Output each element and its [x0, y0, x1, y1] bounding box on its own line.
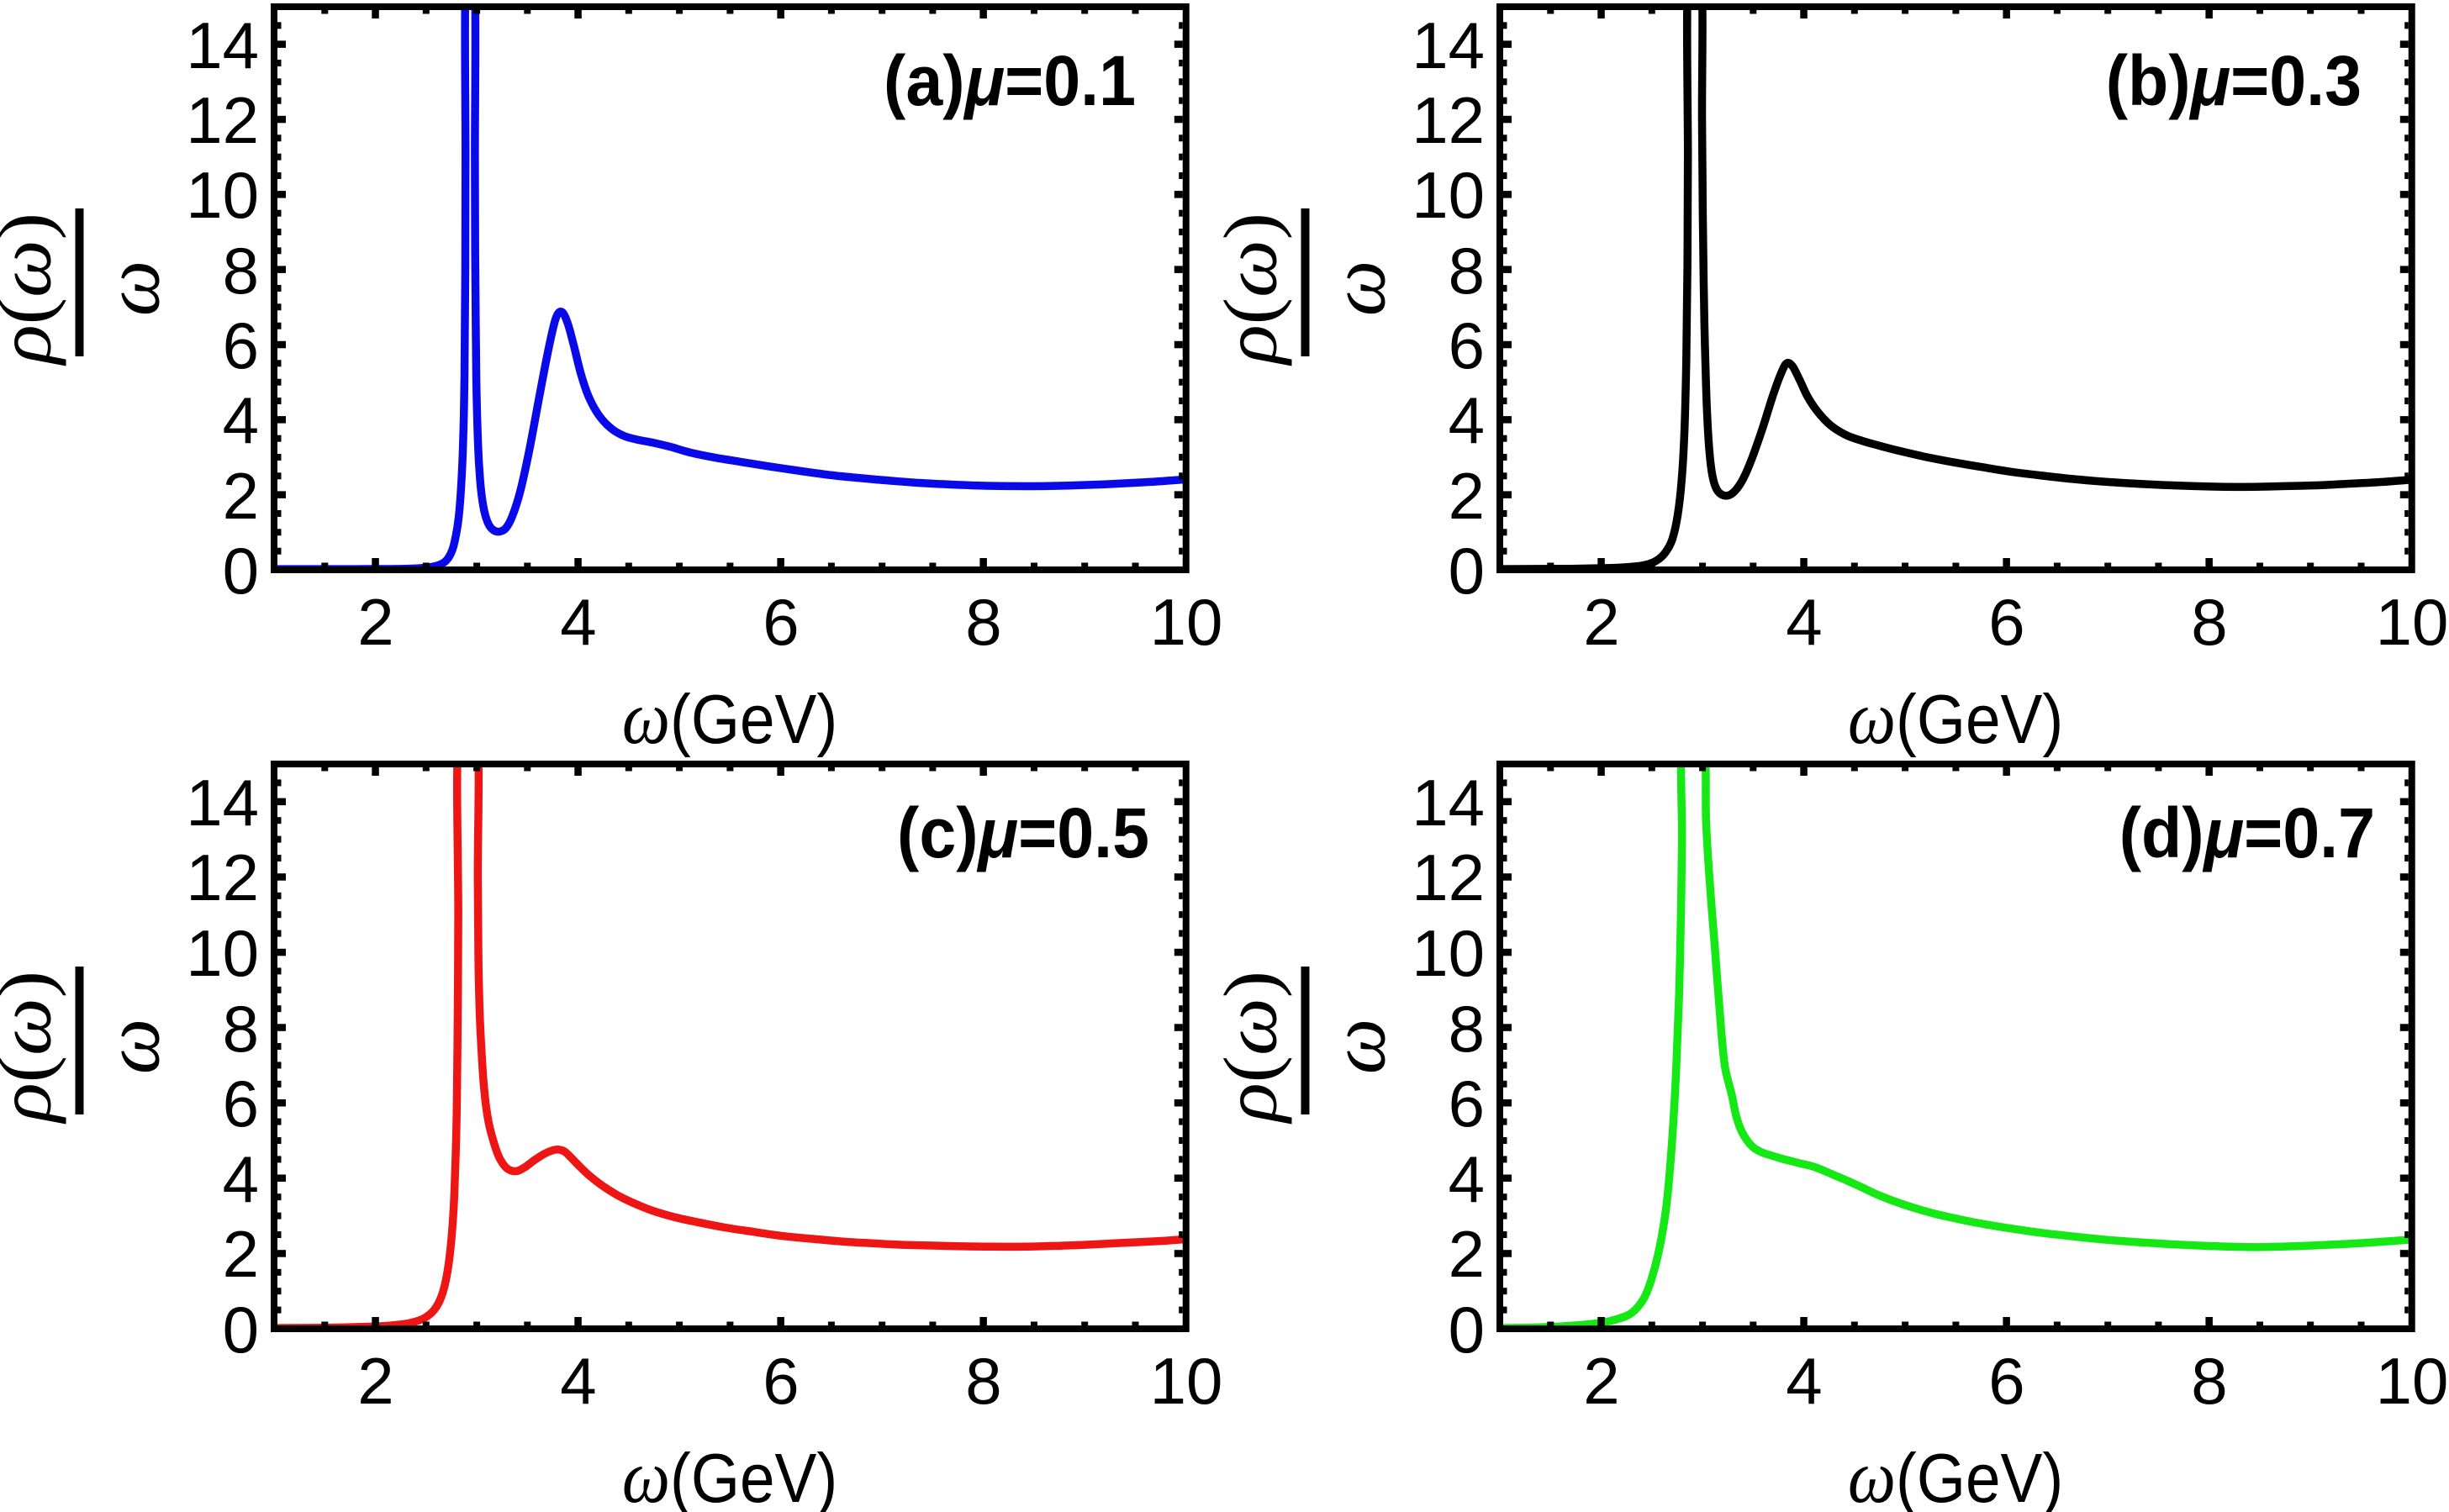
svg-text:4: 4 — [1786, 585, 1822, 659]
svg-text:14: 14 — [1412, 8, 1485, 82]
svg-text:2: 2 — [1583, 1344, 1619, 1418]
svg-text:6: 6 — [1449, 1067, 1485, 1141]
svg-text:14: 14 — [1412, 766, 1485, 840]
svg-text:0: 0 — [1449, 534, 1485, 608]
svg-text:8: 8 — [223, 992, 259, 1066]
svg-text:ω: ω — [89, 261, 177, 316]
svg-text:8: 8 — [223, 234, 259, 308]
svg-text:2: 2 — [223, 1217, 259, 1291]
svg-text:10: 10 — [1412, 916, 1485, 990]
svg-text:10: 10 — [186, 158, 259, 232]
svg-text:ω: ω — [1315, 261, 1402, 316]
svg-text:ω(GeV): ω(GeV) — [1848, 1435, 2063, 1512]
svg-text:2: 2 — [1583, 585, 1619, 659]
svg-text:ω(GeV): ω(GeV) — [1848, 676, 2063, 760]
svg-text:0: 0 — [223, 534, 259, 608]
svg-text:6: 6 — [1449, 308, 1485, 382]
svg-text:6: 6 — [763, 1344, 799, 1418]
svg-text:6: 6 — [223, 1067, 259, 1141]
svg-text:10: 10 — [2376, 1344, 2449, 1418]
svg-text:8: 8 — [965, 585, 1001, 659]
svg-text:6: 6 — [223, 308, 259, 382]
svg-text:2: 2 — [357, 585, 393, 659]
svg-text:12: 12 — [186, 840, 259, 914]
svg-text:2: 2 — [1449, 459, 1485, 533]
svg-text:ρ(ω): ρ(ω) — [0, 213, 67, 366]
svg-text:ρ(ω): ρ(ω) — [1210, 213, 1293, 366]
svg-text:4: 4 — [1449, 383, 1485, 457]
svg-text:4: 4 — [1786, 1344, 1822, 1418]
svg-text:(a)μ=0.1: (a)μ=0.1 — [884, 42, 1136, 121]
svg-text:6: 6 — [1988, 1344, 2024, 1418]
svg-text:10: 10 — [1150, 1344, 1223, 1418]
svg-text:(d)μ=0.7: (d)μ=0.7 — [2119, 794, 2375, 873]
svg-text:12: 12 — [1412, 840, 1485, 914]
svg-text:2: 2 — [357, 1344, 393, 1418]
svg-text:6: 6 — [763, 585, 799, 659]
svg-text:(c)μ=0.5: (c)μ=0.5 — [897, 794, 1149, 873]
svg-text:8: 8 — [1449, 234, 1485, 308]
svg-text:4: 4 — [223, 383, 259, 457]
svg-text:2: 2 — [1449, 1217, 1485, 1291]
svg-text:4: 4 — [560, 1344, 596, 1418]
svg-text:ρ(ω): ρ(ω) — [1210, 971, 1293, 1125]
svg-text:0: 0 — [223, 1293, 259, 1367]
svg-text:0: 0 — [1449, 1293, 1485, 1367]
svg-text:ω: ω — [1315, 1019, 1402, 1074]
svg-text:12: 12 — [1412, 83, 1485, 157]
svg-text:8: 8 — [965, 1344, 1001, 1418]
svg-text:4: 4 — [560, 585, 596, 659]
svg-text:8: 8 — [2191, 1344, 2227, 1418]
svg-text:ρ(ω): ρ(ω) — [0, 971, 67, 1125]
svg-text:8: 8 — [1449, 992, 1485, 1066]
svg-text:10: 10 — [2376, 585, 2449, 659]
svg-text:ω: ω — [89, 1019, 177, 1074]
svg-text:ω(GeV): ω(GeV) — [622, 676, 837, 760]
svg-text:4: 4 — [1449, 1142, 1485, 1216]
svg-text:10: 10 — [186, 916, 259, 990]
svg-text:14: 14 — [186, 8, 259, 82]
svg-text:6: 6 — [1988, 585, 2024, 659]
svg-text:(b)μ=0.3: (b)μ=0.3 — [2106, 42, 2362, 121]
svg-text:10: 10 — [1412, 158, 1485, 232]
svg-text:14: 14 — [186, 766, 259, 840]
svg-text:12: 12 — [186, 83, 259, 157]
svg-text:ω(GeV): ω(GeV) — [622, 1435, 837, 1512]
svg-text:8: 8 — [2191, 585, 2227, 659]
svg-text:2: 2 — [223, 459, 259, 533]
svg-text:10: 10 — [1150, 585, 1223, 659]
svg-text:4: 4 — [223, 1142, 259, 1216]
